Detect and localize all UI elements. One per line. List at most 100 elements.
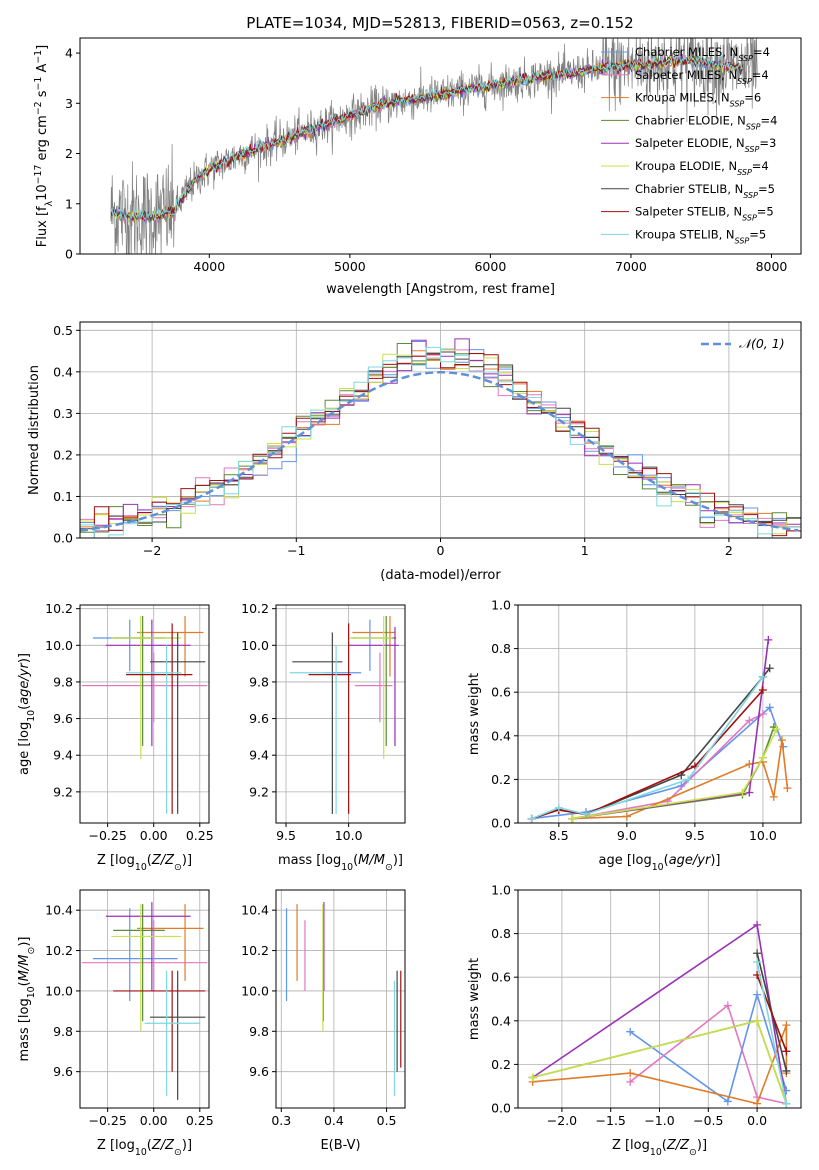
- weight-marker: [765, 703, 774, 712]
- weight-marker: [582, 810, 591, 819]
- x-tick-label: 9.0: [617, 828, 637, 843]
- legend-label: Salpeter ELODIE, NSSP=3: [635, 136, 776, 154]
- y-tick-label: 4: [65, 46, 73, 61]
- x-tick-label: 0.00: [140, 828, 168, 843]
- legend-label: Salpeter STELIB, NSSP=5: [635, 205, 774, 223]
- axes-frame: [275, 889, 406, 1109]
- y-tick-label: 9.6: [249, 711, 269, 726]
- weight-marker: [753, 990, 762, 999]
- y-axis-label: mass [log10(M/M⊙)]: [17, 937, 37, 1062]
- x-tick-label: 9.5: [276, 828, 296, 843]
- weight-marker: [758, 686, 767, 695]
- weight-marker: [745, 716, 754, 725]
- y-tick-label: 0.6: [491, 970, 511, 985]
- weight-marker: [626, 1069, 635, 1078]
- legend-label: Chabrier ELODIE, NSSP=4: [635, 113, 777, 130]
- weight-marker: [758, 753, 767, 762]
- y-tick-label: 0.0: [491, 816, 511, 831]
- y-axis-label: age [log10(age/yr)]: [17, 653, 37, 775]
- weight-marker: [528, 1073, 537, 1082]
- spectrum-data-line: [110, 38, 758, 254]
- legend-label: Salpeter MILES, NSSP=4: [635, 68, 769, 86]
- x-tick-label: 8.5: [549, 828, 569, 843]
- residuals-axes: −2 −1 0 1 2 0.0 0.1 0.2 0.3 0.4 0.5 𝒩(0, 1) (data-mo…: [27, 321, 802, 583]
- weight-marker: [723, 1097, 732, 1106]
- weight-marker: [622, 812, 631, 821]
- x-axis-label: Z [log10(Z/Z⊙)]: [97, 853, 192, 873]
- weight-marker: [626, 1027, 635, 1036]
- y-tick-label: 2: [65, 146, 73, 161]
- x-tick-label: 0.5: [377, 1113, 397, 1128]
- y-tick-label: 0.0: [491, 1101, 511, 1116]
- weight_vs_Z-axes: −2.0 −1.5 −1.0 −0.5 0.0 0.0 0.2 0.4 0.6 0.8 1.0 Z […: [467, 883, 802, 1158]
- y-tick-label: 0.4: [491, 728, 511, 743]
- y-tick-label: 9.8: [249, 1024, 269, 1039]
- x-tick-label: 7000: [615, 259, 647, 274]
- y-tick-label: 0.2: [53, 447, 73, 462]
- weight-marker: [772, 725, 781, 734]
- axes-frame: [79, 37, 802, 255]
- x-axis-label: Z [log10(Z/Z⊙)]: [97, 1138, 192, 1158]
- weight-marker: [758, 710, 767, 718]
- mass_vs_Z-axes: −0.25 0.00 0.25 9.6 9.8 10.0 10.2 10.4 Z [log10(…: [17, 889, 214, 1158]
- x-tick-label: −1.5: [596, 1113, 626, 1128]
- y-axis-label: Flux [fλ10−17 erg cm−2 s−1 A−1]: [33, 45, 55, 247]
- y-tick-label: 9.8: [249, 674, 269, 689]
- residual-histogram: [80, 346, 801, 538]
- x-axis-label: (data-model)/error: [380, 568, 501, 583]
- y-tick-label: 3: [65, 96, 73, 111]
- x-axis-label: age [log10(age/yr)]: [598, 853, 720, 873]
- x-tick-label: 0.3: [271, 1113, 291, 1128]
- weight-marker: [626, 1077, 635, 1086]
- y-tick-label: 10.0: [241, 983, 269, 998]
- x-tick-label: −2: [143, 543, 161, 558]
- x-tick-label: 10.0: [749, 828, 777, 843]
- weight-series-line: [629, 1004, 787, 1105]
- y-tick-label: 0.4: [53, 364, 73, 379]
- weight-marker: [765, 664, 774, 673]
- x-tick-label: 6000: [474, 259, 506, 274]
- x-tick-label: 0.4: [324, 1113, 344, 1128]
- legend-label: Kroupa ELODIE, NSSP=4: [635, 159, 769, 177]
- y-tick-label: 9.8: [53, 1024, 73, 1039]
- y-tick-label: 9.4: [53, 748, 73, 763]
- y-tick-label: 0.8: [491, 641, 511, 656]
- x-tick-label: 4000: [193, 259, 225, 274]
- y-tick-label: 9.8: [53, 674, 73, 689]
- axes-frame: [79, 889, 210, 1109]
- weight-marker: [568, 814, 577, 823]
- x-tick-label: 10.0: [335, 828, 363, 843]
- spectrum-legend: Chabrier MILES, NSSP=4 Salpeter MILES, NS…: [601, 45, 777, 245]
- weight-marker: [684, 775, 693, 784]
- weight-marker: [738, 788, 747, 797]
- y-tick-label: 0.4: [491, 1013, 511, 1028]
- y-tick-label: 10.0: [241, 638, 269, 653]
- y-tick-label: 10.2: [45, 601, 73, 616]
- y-tick-label: 10.0: [45, 983, 73, 998]
- weight-marker: [753, 1016, 762, 1025]
- legend-label: Kroupa STELIB, NSSP=5: [635, 227, 766, 245]
- weight-marker: [783, 784, 792, 793]
- legend-label: Chabrier MILES, NSSP=4: [635, 45, 770, 63]
- y-tick-label: 9.2: [249, 784, 269, 799]
- weight-marker: [782, 1099, 791, 1108]
- spectrum-axes: 4000 5000 6000 7000 8000 0 1 2 3 4 Chabrier MILES,…: [33, 37, 802, 297]
- x-tick-label: 0.00: [140, 1113, 168, 1128]
- x-tick-label: 9.5: [685, 828, 705, 843]
- age_vs_Z-axes: −0.25 0.00 0.25 9.2 9.4 9.6 9.8 10.0 10.2 Z [log1…: [17, 601, 214, 872]
- y-tick-label: 0.0: [53, 531, 73, 546]
- y-tick-label: 0.5: [53, 323, 73, 338]
- x-tick-label: 2: [725, 543, 733, 558]
- weight-series-line: [756, 961, 788, 1104]
- x-tick-label: −0.25: [88, 1113, 126, 1128]
- y-axis-label: Normed distribution: [27, 365, 42, 495]
- y-tick-label: 10.0: [45, 638, 73, 653]
- spectrum-model-line: [110, 55, 744, 222]
- weight-marker: [745, 760, 754, 769]
- weight-marker: [777, 736, 786, 745]
- x-tick-label: 5000: [334, 259, 366, 274]
- y-tick-label: 0.3: [53, 406, 73, 421]
- y-tick-label: 9.4: [249, 748, 269, 763]
- y-tick-label: 0: [65, 247, 73, 262]
